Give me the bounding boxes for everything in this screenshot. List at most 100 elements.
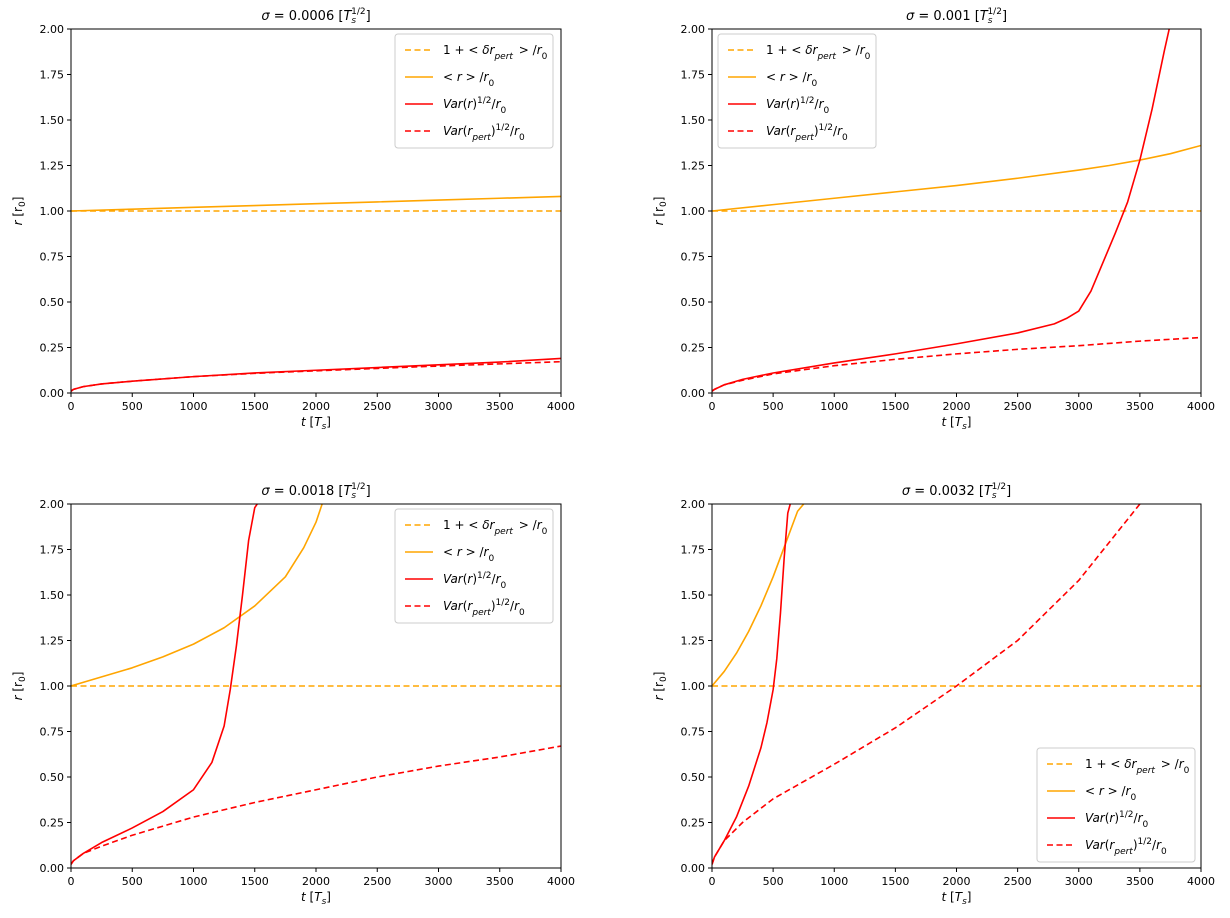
x-tick-label: 1500 (241, 875, 269, 888)
series-group (71, 504, 561, 865)
series-line (71, 745, 561, 865)
series-line (712, 29, 1171, 392)
x-tick-label: 2500 (363, 400, 391, 413)
x-tick-label: 3000 (1065, 400, 1093, 413)
y-tick-label: 2.00 (40, 498, 65, 511)
x-tick-label: 2000 (943, 875, 971, 888)
y-axis-label: r [r0] (11, 672, 28, 701)
legend-box (394, 33, 554, 149)
x-axis-label: t [Ts] (942, 890, 972, 907)
legend-label: Var(rpert)1/2/r0 (443, 598, 525, 618)
x-tick-label: 2000 (943, 400, 971, 413)
y-tick-label: 1.25 (681, 160, 706, 173)
x-tick-label: 0 (68, 875, 75, 888)
y-tick-label: 0.00 (40, 387, 65, 400)
series-line (712, 504, 805, 687)
series-group (71, 195, 561, 392)
legend-label: 1 + < δrpert > /r0 (1085, 757, 1190, 776)
x-tick-label: 4000 (547, 875, 575, 888)
legend-label: 1 + < δrpert > /r0 (443, 43, 548, 62)
series-group (712, 504, 1201, 865)
x-tick-label: 3000 (425, 875, 453, 888)
legend-label: < r > /r0 (766, 70, 817, 89)
subplot: 0 500 1000 1500 2000 2500 3000 3500 4000 0.00 0.25… (11, 7, 575, 432)
x-tick-label: 2000 (302, 875, 330, 888)
series-line (712, 144, 1201, 212)
chart-title: σ = 0.0018 [Ts1/2] (261, 482, 370, 501)
x-tick-label: 500 (122, 400, 143, 413)
subplot: 0 500 1000 1500 2000 2500 3000 3500 4000 0.00 0.25… (652, 482, 1215, 907)
x-axis-label: t [Ts] (301, 890, 331, 907)
x-tick-label: 1000 (820, 400, 848, 413)
x-tick-label: 3500 (1126, 400, 1154, 413)
y-tick-label: 0.50 (40, 296, 65, 309)
series-line (71, 360, 561, 392)
x-tick-label: 500 (122, 875, 143, 888)
series-line (712, 504, 792, 865)
x-axis-label: t [Ts] (942, 415, 972, 432)
x-tick-label: 3500 (486, 875, 514, 888)
y-tick-label: 0.25 (681, 817, 706, 830)
y-tick-label: 2.00 (681, 23, 706, 36)
legend-label: Var(r)1/2/r0 (443, 96, 507, 116)
y-tick-label: 0.75 (681, 251, 706, 264)
y-tick-label: 0.00 (681, 387, 706, 400)
x-tick-label: 0 (709, 400, 716, 413)
y-tick-label: 0.25 (681, 342, 706, 355)
legend-box (1036, 747, 1196, 863)
y-tick-label: 2.00 (681, 498, 706, 511)
x-tick-label: 500 (763, 400, 784, 413)
legend-label: < r > /r0 (443, 545, 494, 564)
y-tick-label: 1.25 (40, 160, 65, 173)
x-tick-label: 2500 (1004, 875, 1032, 888)
x-tick-label: 500 (763, 875, 784, 888)
y-tick-label: 0.25 (40, 342, 65, 355)
y-tick-label: 1.25 (40, 635, 65, 648)
legend-box (717, 33, 877, 149)
y-tick-label: 1.00 (40, 680, 65, 693)
y-tick-label: 0.25 (40, 817, 65, 830)
x-tick-label: 1500 (881, 875, 909, 888)
series-line (71, 357, 561, 392)
legend: 1 + < δrpert > /r0 < r > /r0 Var(r)1/2/r0 V… (1036, 747, 1196, 863)
legend: 1 + < δrpert > /r0 < r > /r0 Var(r)1/2/r0 V… (394, 508, 554, 624)
series-line (712, 504, 1141, 865)
x-tick-label: 4000 (1187, 875, 1215, 888)
y-tick-label: 0.50 (40, 771, 65, 784)
legend-label: Var(r)1/2/r0 (766, 96, 830, 116)
x-tick-label: 0 (68, 400, 75, 413)
y-tick-label: 1.25 (681, 635, 706, 648)
y-axis-label: r [r0] (11, 197, 28, 226)
legend-label: 1 + < δrpert > /r0 (443, 518, 548, 537)
x-tick-label: 4000 (1187, 400, 1215, 413)
y-tick-label: 1.00 (681, 680, 706, 693)
subplot: 0 500 1000 1500 2000 2500 3000 3500 4000 0.00 0.25… (652, 7, 1215, 432)
legend-label: Var(r)1/2/r0 (443, 571, 507, 591)
legend-label: < r > /r0 (1085, 784, 1136, 803)
y-axis-label: r [r0] (652, 672, 669, 701)
series-line (71, 504, 258, 865)
subplot: 0 500 1000 1500 2000 2500 3000 3500 4000 0.00 0.25… (11, 482, 575, 907)
legend: 1 + < δrpert > /r0 < r > /r0 Var(r)1/2/r0 V… (394, 33, 554, 149)
y-tick-label: 2.00 (40, 23, 65, 36)
y-tick-label: 1.50 (681, 589, 706, 602)
y-tick-label: 0.75 (40, 251, 65, 264)
legend-label: 1 + < δrpert > /r0 (766, 43, 871, 62)
y-tick-label: 1.50 (681, 114, 706, 127)
y-tick-label: 1.50 (40, 114, 65, 127)
x-tick-label: 1500 (241, 400, 269, 413)
y-tick-label: 0.75 (681, 726, 706, 739)
x-tick-label: 2000 (302, 400, 330, 413)
x-tick-label: 1500 (881, 400, 909, 413)
y-tick-label: 1.75 (681, 69, 706, 82)
y-tick-label: 1.00 (681, 205, 706, 218)
x-tick-label: 1000 (820, 875, 848, 888)
chart-title: σ = 0.001 [Ts1/2] (906, 7, 1007, 26)
x-tick-label: 4000 (547, 400, 575, 413)
y-tick-label: 1.75 (40, 69, 65, 82)
x-tick-label: 3000 (425, 400, 453, 413)
legend-label: Var(rpert)1/2/r0 (766, 123, 848, 143)
series-line (712, 336, 1201, 392)
x-tick-label: 1000 (180, 400, 208, 413)
